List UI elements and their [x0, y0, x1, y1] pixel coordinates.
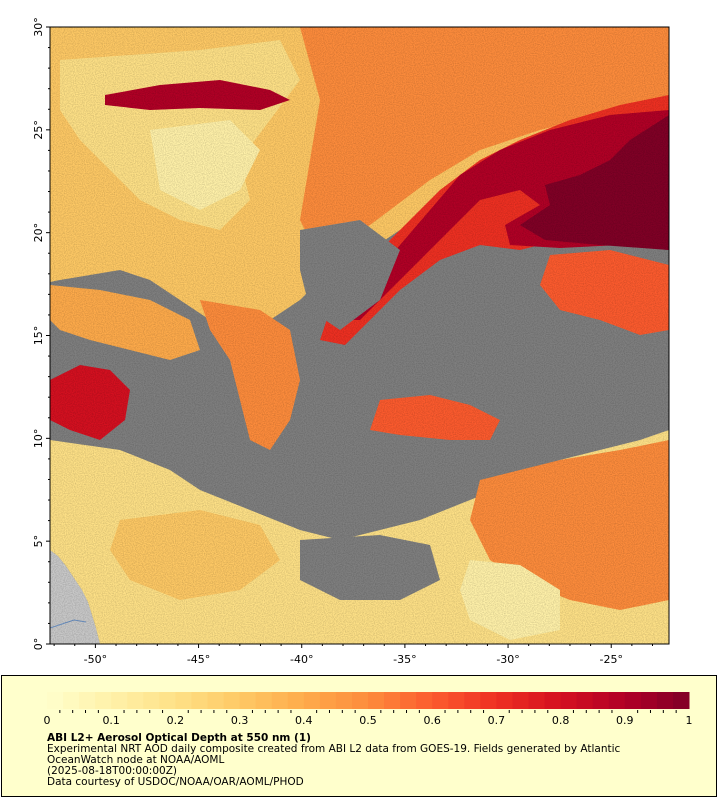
lon-tick-label: -40° [290, 653, 313, 665]
legend-description-line-1: Experimental NRT AOD daily composite cre… [47, 743, 621, 755]
lon-tick-label: -25° [599, 653, 622, 665]
legend-description: Experimental NRT AOD daily composite cre… [47, 744, 620, 766]
lat-tick-label: 0° [32, 638, 45, 651]
lat-tick-label: 15° [32, 326, 45, 346]
lon-tick-label: -30° [496, 653, 519, 665]
longitude-axis: -50° -45° -40° -35° -30° -25° [53, 644, 653, 665]
lat-tick-label: 30° [32, 17, 45, 37]
lon-tick-label: -35° [393, 653, 416, 665]
lat-tick-label: 5° [32, 535, 45, 548]
legend-credit: Data courtesy of USDOC/NOAA/OAR/AOML/PHO… [47, 776, 304, 788]
map-plot-area [50, 27, 669, 644]
lat-tick-label: 10° [32, 429, 45, 449]
legend-description-line-2: OceanWatch node at NOAA/AOML [47, 754, 225, 766]
aod-map-figure: 0° 5° 10° 15° 20° 25° 30° -50° -45° -40° -35° -30°… [32, 17, 670, 665]
lon-tick-label: -45° [187, 653, 210, 665]
lat-tick-label: 25° [32, 120, 45, 140]
lat-tick-label: 20° [32, 223, 45, 243]
latitude-axis: 0° 5° 10° 15° 20° 25° 30° [32, 17, 50, 650]
legend-title: ABI L2+ Aerosol Optical Depth at 550 nm … [47, 732, 311, 744]
texture-overlay [50, 27, 669, 644]
legend-timestamp: (2025-08-18T00:00:00Z) [47, 765, 177, 777]
lon-tick-label: -50° [84, 653, 107, 665]
